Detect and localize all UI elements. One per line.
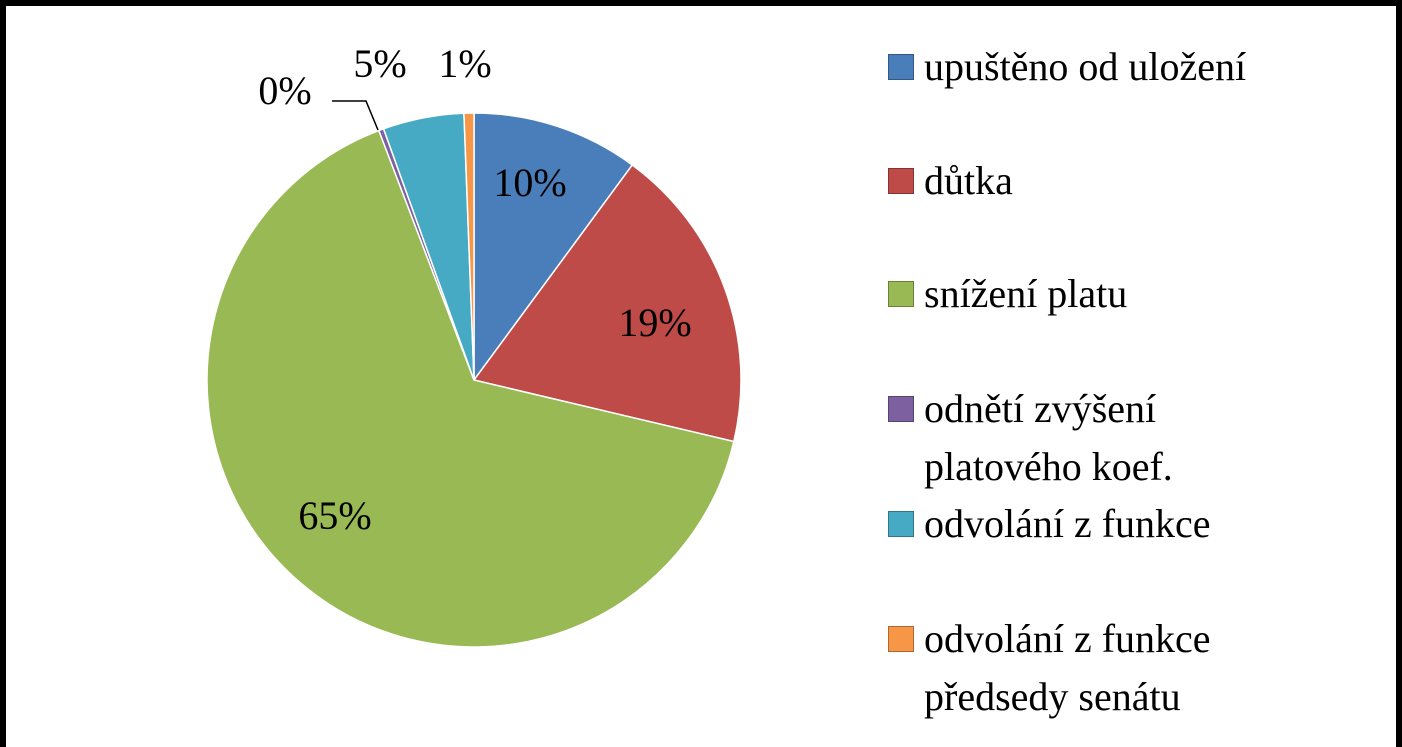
legend-swatch: [888, 626, 914, 652]
legend-swatch: [888, 396, 914, 422]
legend-swatch: [888, 281, 914, 307]
legend-item: důtka: [888, 152, 1344, 210]
data-label: 0%: [258, 68, 311, 113]
legend-item: odvolání z funkce: [888, 495, 1344, 553]
data-label: 5%: [353, 41, 406, 86]
data-label: 19%: [618, 300, 691, 345]
pie-slice: [206, 129, 735, 648]
pie-slice: [463, 112, 475, 381]
pie-slice: [473, 112, 634, 383]
legend-swatch: [888, 54, 914, 80]
legend-label: snížení platu: [924, 271, 1128, 316]
legend-label: důtka: [924, 158, 1013, 203]
data-label: 65%: [298, 493, 371, 538]
legend-item: upuštěno od uložení: [888, 38, 1344, 96]
data-label: 1%: [438, 41, 491, 86]
legend-item: odvolání z funkce předsedy senátu: [888, 610, 1284, 726]
leader-line: [332, 100, 379, 131]
legend-swatch: [888, 168, 914, 194]
legend-item: odnětí zvýšení platového koef.: [888, 380, 1224, 496]
legend-swatch: [888, 511, 914, 537]
legend-label: odvolání z funkce: [924, 501, 1211, 546]
legend-label: odnětí zvýšení platového koef.: [924, 386, 1173, 489]
legend-label: odvolání z funkce předsedy senátu: [924, 616, 1211, 719]
legend-label: upuštěno od uložení: [924, 44, 1247, 89]
data-label: 10%: [493, 160, 566, 205]
legend-item: snížení platu: [888, 265, 1344, 323]
pie-slice: [472, 163, 742, 443]
